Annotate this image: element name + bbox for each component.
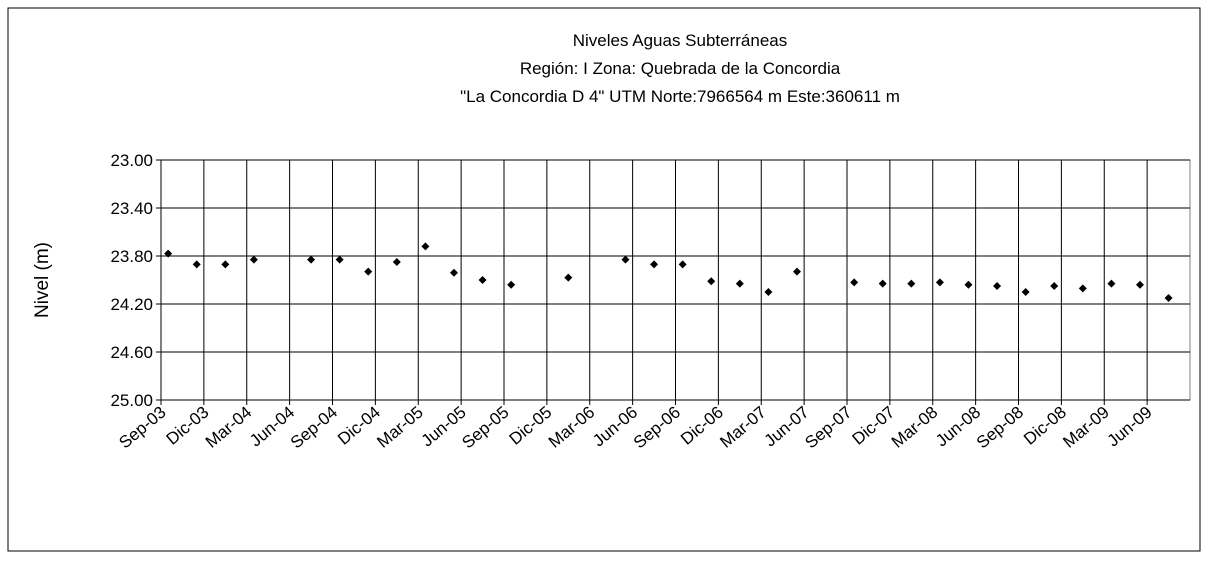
data-point — [421, 242, 430, 251]
chart-title-line: Región: I Zona: Quebrada de la Concordia — [520, 59, 841, 78]
chart-title-line: Niveles Aguas Subterráneas — [573, 31, 788, 50]
data-point — [764, 288, 773, 296]
chart-title-line: "La Concordia D 4" UTM Norte:7966564 m E… — [460, 87, 900, 106]
data-point — [707, 277, 716, 286]
data-point — [335, 255, 344, 264]
y-tick-label: 24.20 — [110, 295, 153, 314]
data-point — [478, 276, 487, 284]
data-point — [964, 280, 973, 289]
data-point — [735, 279, 744, 288]
data-point — [850, 278, 859, 287]
data-point — [907, 279, 916, 288]
data-point — [1107, 279, 1116, 288]
data-point — [564, 273, 573, 282]
y-tick-label: 23.00 — [110, 151, 153, 170]
data-point — [221, 260, 230, 269]
data-point — [878, 279, 887, 288]
y-axis-label: Nivel (m) — [32, 242, 53, 318]
y-tick-label: 23.40 — [110, 199, 153, 218]
data-point — [1164, 294, 1173, 302]
data-point — [249, 255, 258, 264]
data-point — [993, 282, 1002, 290]
data-point — [678, 260, 687, 269]
data-point — [307, 255, 316, 264]
data-point — [650, 260, 659, 269]
data-point — [1078, 284, 1087, 293]
data-point — [935, 278, 944, 287]
data-point — [621, 255, 630, 264]
data-point — [507, 280, 516, 289]
data-point — [1050, 282, 1059, 290]
data-point — [192, 260, 201, 269]
data-point — [792, 267, 801, 276]
data-point — [1021, 288, 1030, 296]
y-tick-label: 24.60 — [110, 343, 153, 362]
data-point — [449, 268, 458, 277]
y-tick-label: 23.80 — [110, 247, 153, 266]
y-tick-label: 25.00 — [110, 391, 153, 410]
data-point — [364, 267, 373, 276]
data-point — [392, 258, 401, 266]
data-point — [1135, 280, 1144, 289]
data-point — [164, 249, 173, 258]
